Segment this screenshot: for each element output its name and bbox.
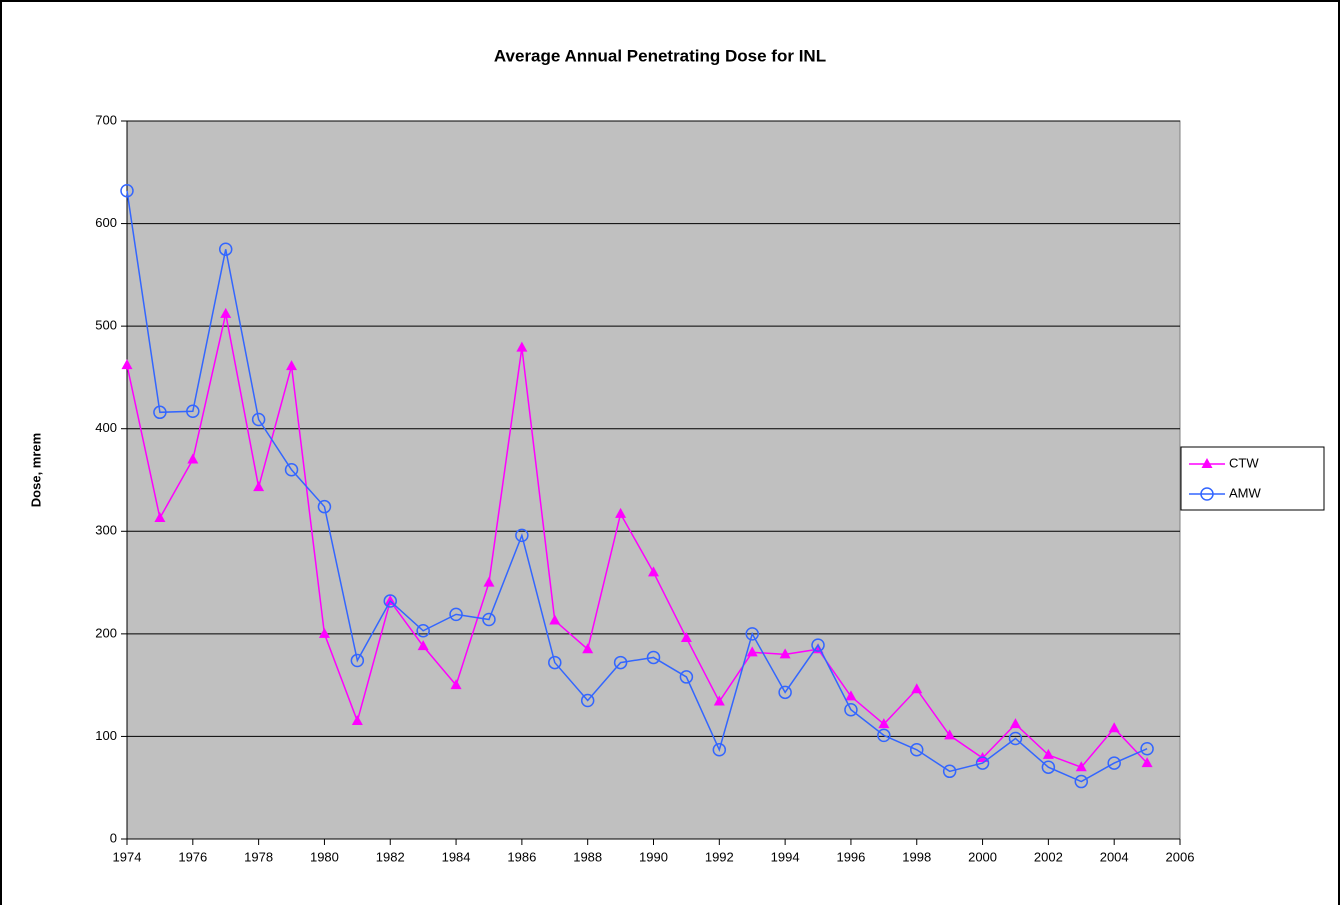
- data-point: [615, 507, 627, 518]
- x-tick-label: 1990: [639, 849, 668, 864]
- data-point: [712, 743, 727, 757]
- data-point: [351, 715, 363, 726]
- data-point: [186, 404, 200, 419]
- data-point: [417, 640, 429, 651]
- data-point: [120, 183, 134, 198]
- data-point: [778, 685, 792, 700]
- y-tick-label: 300: [95, 523, 117, 538]
- data-point: [613, 655, 628, 670]
- y-axis-label: Dose, mrem: [28, 433, 43, 507]
- x-tick-label: 2002: [1034, 849, 1063, 864]
- data-point: [877, 728, 891, 743]
- data-point: [317, 499, 332, 514]
- x-tick-label: 1988: [573, 849, 602, 864]
- data-point: [878, 718, 890, 729]
- y-tick-label: 700: [95, 112, 117, 127]
- y-tick-label: 0: [110, 830, 117, 845]
- data-point: [450, 679, 462, 690]
- data-point: [648, 566, 659, 577]
- data-point: [516, 341, 528, 352]
- data-point: [251, 412, 266, 427]
- data-point: [154, 511, 166, 522]
- x-tick-label: 1996: [836, 849, 865, 864]
- x-tick-label: 1980: [310, 849, 339, 864]
- data-point: [153, 405, 167, 420]
- data-point: [549, 614, 561, 625]
- data-point: [844, 703, 858, 717]
- data-point: [482, 612, 496, 627]
- legend-label: CTW: [1229, 455, 1259, 470]
- legend-marker: [1200, 487, 1214, 501]
- x-tick-label: 1976: [178, 849, 207, 864]
- data-point: [582, 643, 594, 654]
- data-point: [910, 743, 924, 757]
- data-point: [220, 307, 232, 318]
- data-point: [1140, 741, 1154, 756]
- y-tick-label: 400: [95, 420, 117, 435]
- data-point: [187, 453, 199, 464]
- x-tick-label: 1974: [113, 849, 142, 864]
- data-point: [253, 481, 265, 492]
- series-line: [126, 313, 1148, 769]
- x-tick-label: 1978: [244, 849, 273, 864]
- data-point: [350, 653, 365, 668]
- data-point: [383, 594, 397, 608]
- data-point: [318, 627, 330, 638]
- x-tick-label: 1986: [507, 849, 536, 864]
- data-point: [121, 359, 133, 370]
- plot-area: [126, 120, 1181, 840]
- legend-label: AMW: [1229, 485, 1262, 500]
- x-tick-label: 2004: [1100, 849, 1129, 864]
- data-point: [1141, 757, 1153, 768]
- data-point: [1074, 774, 1089, 789]
- data-point: [679, 670, 694, 684]
- data-point: [580, 693, 595, 708]
- data-point: [218, 242, 233, 256]
- y-tick-label: 600: [95, 215, 117, 230]
- data-point: [449, 607, 463, 622]
- x-tick-label: 1992: [705, 849, 734, 864]
- y-tick-label: 200: [95, 625, 117, 640]
- data-point: [284, 462, 299, 477]
- data-point: [416, 624, 430, 638]
- data-point: [680, 631, 692, 642]
- data-point: [1009, 718, 1021, 729]
- data-point: [1042, 748, 1054, 759]
- x-tick-label: 1984: [442, 849, 471, 864]
- data-point: [942, 764, 957, 779]
- data-point: [548, 655, 562, 670]
- y-tick-label: 500: [95, 318, 117, 333]
- chart-title: Average Annual Penetrating Dose for INL: [494, 46, 826, 65]
- data-point: [1008, 731, 1023, 746]
- data-point: [1108, 722, 1120, 733]
- data-point: [515, 528, 529, 543]
- data-point: [811, 638, 825, 652]
- x-tick-label: 1982: [376, 849, 405, 864]
- y-tick-label: 100: [95, 728, 117, 743]
- data-point: [713, 695, 725, 706]
- legend-box: [1180, 446, 1325, 511]
- data-point: [745, 627, 759, 641]
- data-point: [911, 683, 923, 694]
- data-point: [746, 646, 758, 657]
- data-point: [975, 756, 990, 770]
- legend-marker: [1201, 458, 1213, 468]
- x-tick-label: 2000: [968, 849, 997, 864]
- data-point: [779, 648, 791, 659]
- data-point: [845, 690, 857, 701]
- data-point: [1041, 760, 1056, 774]
- data-point: [944, 729, 956, 740]
- data-point: [1075, 761, 1087, 772]
- data-point: [646, 650, 661, 665]
- data-point: [483, 576, 495, 587]
- data-point: [1107, 756, 1121, 770]
- x-tick-label: 1998: [902, 849, 931, 864]
- data-point: [286, 360, 298, 371]
- x-tick-label: 1994: [771, 849, 800, 864]
- x-tick-label: 2006: [1166, 849, 1195, 864]
